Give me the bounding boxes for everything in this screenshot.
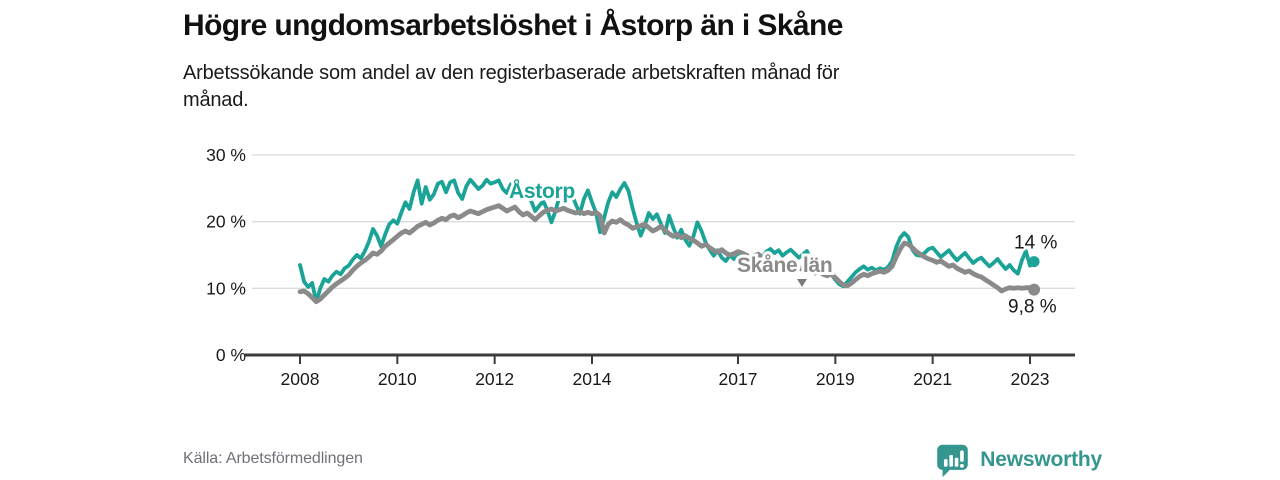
x-tick-label: 2017 <box>719 369 758 389</box>
skane-lan-series-label: Skåne län <box>737 254 832 277</box>
newsworthy-logo-icon <box>937 444 969 478</box>
skane-lan-line <box>297 203 1037 305</box>
series-end-dots <box>1028 256 1041 296</box>
logo-exclamation-dot <box>960 464 965 468</box>
astorp-end-label: 14 % <box>1014 233 1057 254</box>
logo-bar-short <box>944 459 948 467</box>
chart-header: Högre ungdomsarbetslöshet i Åstorp än i … <box>183 8 1083 114</box>
x-tick-label: 2012 <box>475 369 514 389</box>
newsworthy-logo[interactable]: Newsworthy <box>934 442 1102 478</box>
line-chart: 30 % 20 % 10 % 0 % 2008 2010 2012 2014 2017 2019… <box>0 130 1280 420</box>
x-axis-ticks <box>299 356 1032 364</box>
astorp-end-dot <box>1028 256 1040 268</box>
x-tick-label: 2010 <box>378 369 417 389</box>
y-tick-label: 20 % <box>206 212 246 232</box>
x-tick-label: 2014 <box>573 369 612 389</box>
x-tick-label: 2021 <box>913 369 952 389</box>
x-axis-labels: 2008 2010 2012 2014 2017 2019 2021 2023 <box>281 369 1050 389</box>
x-tick-label: 2019 <box>816 369 855 389</box>
skane-lan-end-dot <box>1028 283 1041 296</box>
astorp-series-label: Åstorp <box>509 179 575 203</box>
y-axis-labels: 30 % 20 % 10 % 0 % <box>206 145 246 365</box>
logo-bar-tall <box>949 455 954 467</box>
source-note: Källa: Arbetsförmedlingen <box>183 450 363 467</box>
skane-lan-label-arrow-icon <box>797 279 807 287</box>
series-inline-labels: Åstorp Skåne län <box>506 176 836 287</box>
logo-exclamation-bar <box>960 450 965 462</box>
chart-footer: Källa: Arbetsförmedlingen Newsworthy <box>0 440 1280 480</box>
y-tick-label: 10 % <box>206 278 246 298</box>
y-tick-label: 0 % <box>216 345 246 365</box>
series-lines <box>297 177 1037 305</box>
gridlines <box>252 154 1075 289</box>
y-tick-label: 30 % <box>206 145 246 165</box>
astorp-line <box>298 177 1036 304</box>
newsworthy-logo-text: Newsworthy <box>980 448 1102 471</box>
chart-subtitle: Arbetssökande som andel av den registerb… <box>183 62 840 111</box>
line-chart-svg: 30 % 20 % 10 % 0 % 2008 2010 2012 2014 2017 2019… <box>206 145 1075 389</box>
series-end-value-labels: 14 % 9,8 % <box>1006 231 1059 320</box>
x-tick-label: 2008 <box>281 369 320 389</box>
logo-bar-medium <box>955 457 959 467</box>
x-tick-label: 2023 <box>1011 369 1050 389</box>
page-title: Högre ungdomsarbetslöshet i Åstorp än i … <box>183 9 843 42</box>
skane-lan-end-label: 9,8 % <box>1008 297 1057 318</box>
